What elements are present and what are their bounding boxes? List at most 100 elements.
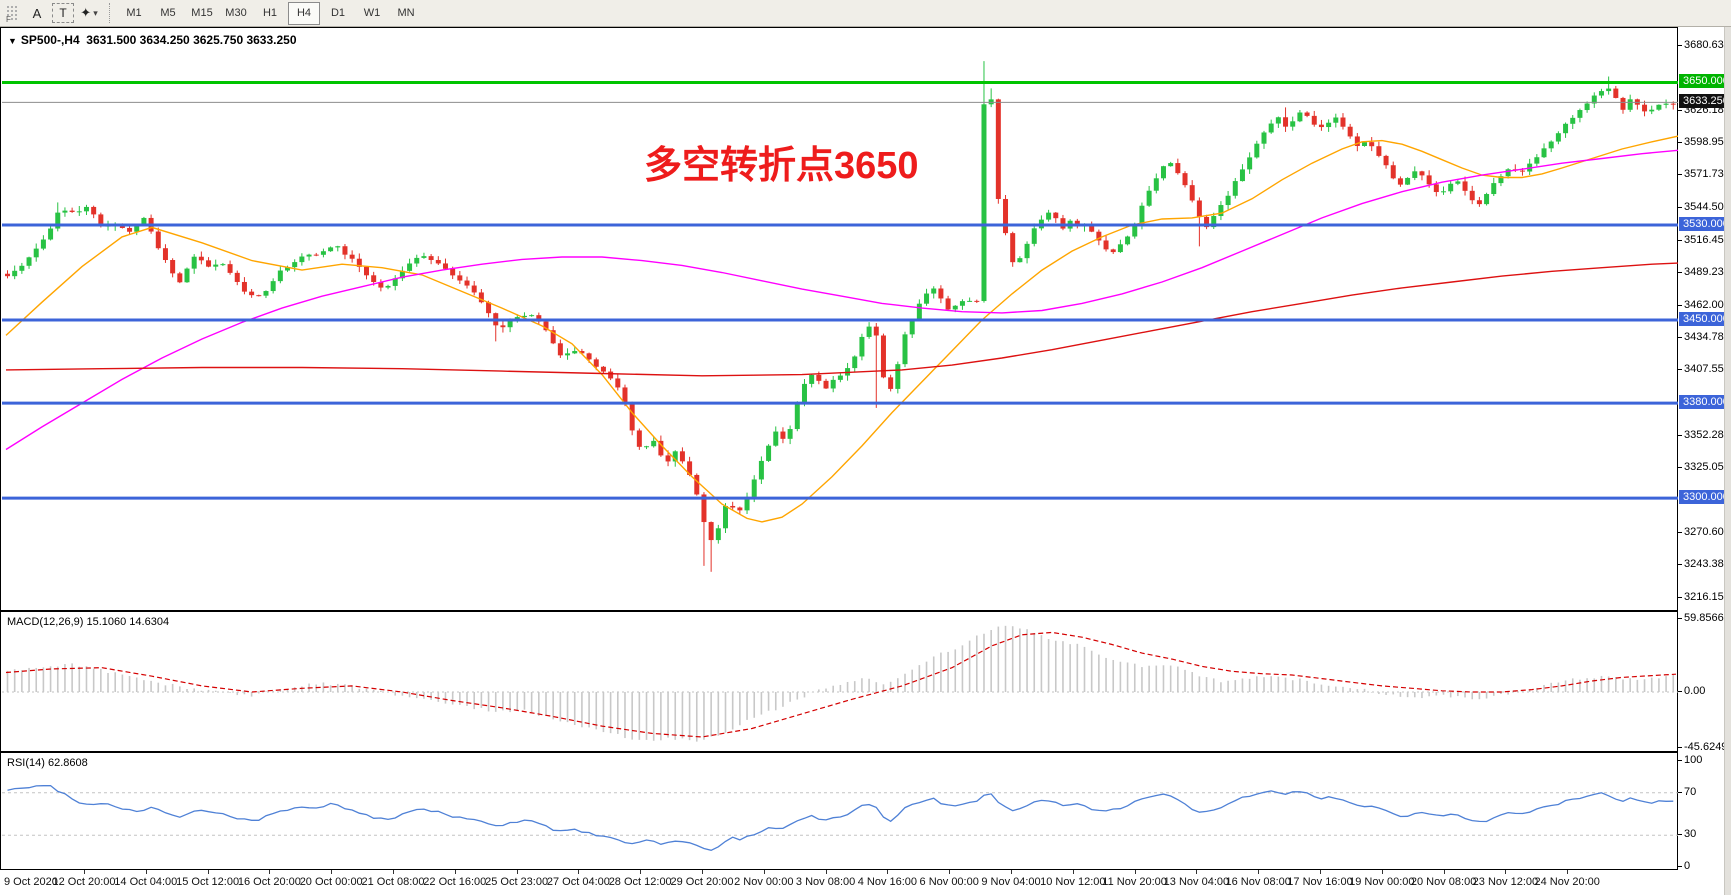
time-label-21: 17 Nov 16:00: [1287, 876, 1353, 888]
time-label-8: 25 Oct 23:00: [485, 876, 549, 888]
macd-panel[interactable]: MACD(12,26,9) 15.1060 14.6304: [0, 611, 1678, 752]
timeframe-group: M1 M5 M15 M30 H1 H4 D1 W1 MN: [117, 1, 423, 25]
price-level-badge-3450.000: 3450.000: [1679, 312, 1729, 326]
time-label-9: 27 Oct 04:00: [546, 876, 610, 888]
main-chart-panel[interactable]: ▼ SP500-,H4 3631.500 3634.250 3625.750 36…: [0, 27, 1678, 611]
price-tick-3216.155-tick: [1678, 596, 1682, 598]
time-tick-18: [1134, 870, 1136, 874]
time-axis[interactable]: 9 Oct 2020 12 Oct 20:00 14 Oct 04:00 15 Oct…: [0, 870, 1678, 895]
macd-tick--45.6249: -45.6249: [1684, 740, 1728, 753]
time-tick-10: [640, 870, 642, 874]
time-label-2: 14 Oct 04:00: [114, 876, 178, 888]
macd-tick-0.00: 0.00: [1684, 685, 1706, 697]
macd-tick-59.8566-tick: [1678, 618, 1682, 620]
time-label-12: 2 Nov 00:00: [734, 876, 794, 888]
timeframe-d1-button[interactable]: D1: [330, 7, 346, 19]
time-label-6: 21 Oct 08:00: [361, 876, 425, 888]
toolbar-drag-handle-icon[interactable]: F: [5, 4, 19, 24]
timeframe-w1-button[interactable]: W1: [363, 7, 381, 19]
price-tick-3325.055-tick: [1678, 467, 1682, 469]
price-level-badge-3650.000: 3650.000: [1679, 74, 1729, 89]
rsi-tick-70-tick: [1678, 791, 1682, 793]
time-label-7: 22 Oct 16:00: [423, 876, 487, 888]
time-tick-14: [887, 870, 889, 874]
objects-tool-button[interactable]: ✦ ▾: [76, 2, 102, 24]
timeframe-h4-button[interactable]: H4: [288, 1, 320, 25]
time-tick-13: [825, 870, 827, 874]
price-tick-3598.955: 3598.955: [1684, 136, 1730, 149]
symbol-label: SP500-,H4: [20, 33, 80, 47]
time-tick-12: [763, 870, 765, 874]
time-tick-6: [393, 870, 394, 874]
time-tick-5: [331, 870, 333, 874]
symbol-caret-icon[interactable]: ▼: [8, 36, 17, 46]
time-label-14: 4 Nov 16:00: [857, 876, 918, 888]
rsi-tick-70: 70: [1684, 785, 1697, 798]
time-label-4: 16 Oct 20:00: [237, 876, 301, 888]
chart-header: ▼ SP500-,H4 3631.500 3634.250 3625.750 36…: [8, 33, 297, 47]
price-tick-3544.505-tick: [1678, 206, 1682, 208]
time-tick-9: [578, 870, 580, 874]
time-label-10: 28 Oct 12:00: [608, 876, 672, 888]
price-level-badge-3530.000: 3530.000: [1679, 216, 1729, 231]
price-level-badge-3300.000: 3300.000: [1679, 490, 1729, 505]
time-label-22: 19 Nov 00:00: [1349, 876, 1415, 888]
time-label-18: 11 Nov 20:00: [1102, 876, 1167, 888]
right-scroll-strip[interactable]: [1724, 27, 1731, 895]
macd-label: MACD(12,26,9) 15.1060 14.6304: [7, 616, 170, 628]
ma-mid-magenta: [5, 149, 1678, 451]
timeframe-m15-button[interactable]: M15: [191, 7, 213, 19]
toolbar-separator: [109, 3, 111, 23]
candlestick-chart[interactable]: [2, 29, 1678, 611]
rsi-tick-0: 0: [1684, 860, 1691, 872]
time-tick-25: [1567, 870, 1569, 874]
price-tick-3407.555: 3407.555: [1684, 363, 1730, 376]
macd-plot[interactable]: [2, 613, 1678, 752]
timeframe-h1-button[interactable]: H1: [262, 7, 278, 19]
time-tick-24: [1505, 870, 1507, 874]
objects-icon: ✦: [80, 5, 92, 20]
price-axis[interactable]: 3680.630 3626.180 3598.955 3571.730 3544.505…: [1678, 27, 1730, 895]
time-label-19: 13 Nov 04:00: [1163, 876, 1230, 888]
macd-signal-line: [5, 631, 1677, 738]
price-tick-3352.280-tick: [1678, 435, 1682, 437]
price-tick-3407.555-tick: [1678, 369, 1682, 371]
textbox-tool-button[interactable]: T: [52, 3, 74, 23]
price-level-badge-3380.000: 3380.000: [1679, 395, 1729, 410]
rsi-value: 62.8608: [47, 757, 88, 769]
macd-tick-59.8566: 59.8566: [1684, 612, 1724, 625]
price-tick-3216.155: 3216.155: [1684, 590, 1730, 603]
time-label-0: 9 Oct 2020: [4, 876, 58, 888]
rsi-line: [7, 784, 1674, 851]
time-label-16: 9 Nov 04:00: [981, 876, 1041, 888]
rsi-tick-30-tick: [1678, 834, 1682, 836]
text-tool-button[interactable]: A: [32, 5, 42, 21]
time-tick-17: [1072, 870, 1074, 874]
ma-fast-orange: [5, 135, 1678, 523]
timeframe-m5-button[interactable]: M5: [160, 7, 176, 19]
timeframe-m1-button[interactable]: M1: [126, 7, 142, 19]
rsi-panel[interactable]: RSI(14) 62.8608: [0, 752, 1678, 870]
price-tick-3434.780-tick: [1678, 337, 1682, 339]
price-tick-3516.455: 3516.455: [1684, 234, 1730, 247]
timeframe-m30-button[interactable]: M30: [225, 7, 247, 19]
rsi-plot[interactable]: [2, 754, 1678, 870]
time-label-15: 6 Nov 00:00: [919, 876, 979, 888]
toolbar: F A T ✦ ▾ M1 M5 M15 M30 H1 H4 D1 W1 MN: [0, 0, 1731, 27]
price-tick-3434.780: 3434.780: [1684, 331, 1730, 344]
time-tick-19: [1196, 870, 1198, 874]
price-tick-3462.005-tick: [1678, 304, 1682, 306]
timeframe-mn-button[interactable]: MN: [397, 7, 415, 19]
time-tick-4: [269, 870, 271, 874]
time-label-20: 16 Nov 08:00: [1225, 876, 1291, 888]
macd-tick--45.6249-tick: [1678, 746, 1682, 748]
price-tick-3325.055: 3325.055: [1684, 461, 1730, 474]
time-tick-7: [454, 870, 456, 874]
price-tick-3489.230-tick: [1678, 272, 1682, 274]
time-label-3: 15 Oct 12:00: [176, 876, 240, 888]
rsi-tick-100-tick: [1678, 760, 1682, 761]
time-tick-11: [702, 870, 703, 874]
candles: [5, 61, 1676, 572]
time-label-5: 20 Oct 00:00: [299, 876, 363, 888]
macd-values: 15.1060 14.6304: [86, 616, 170, 628]
